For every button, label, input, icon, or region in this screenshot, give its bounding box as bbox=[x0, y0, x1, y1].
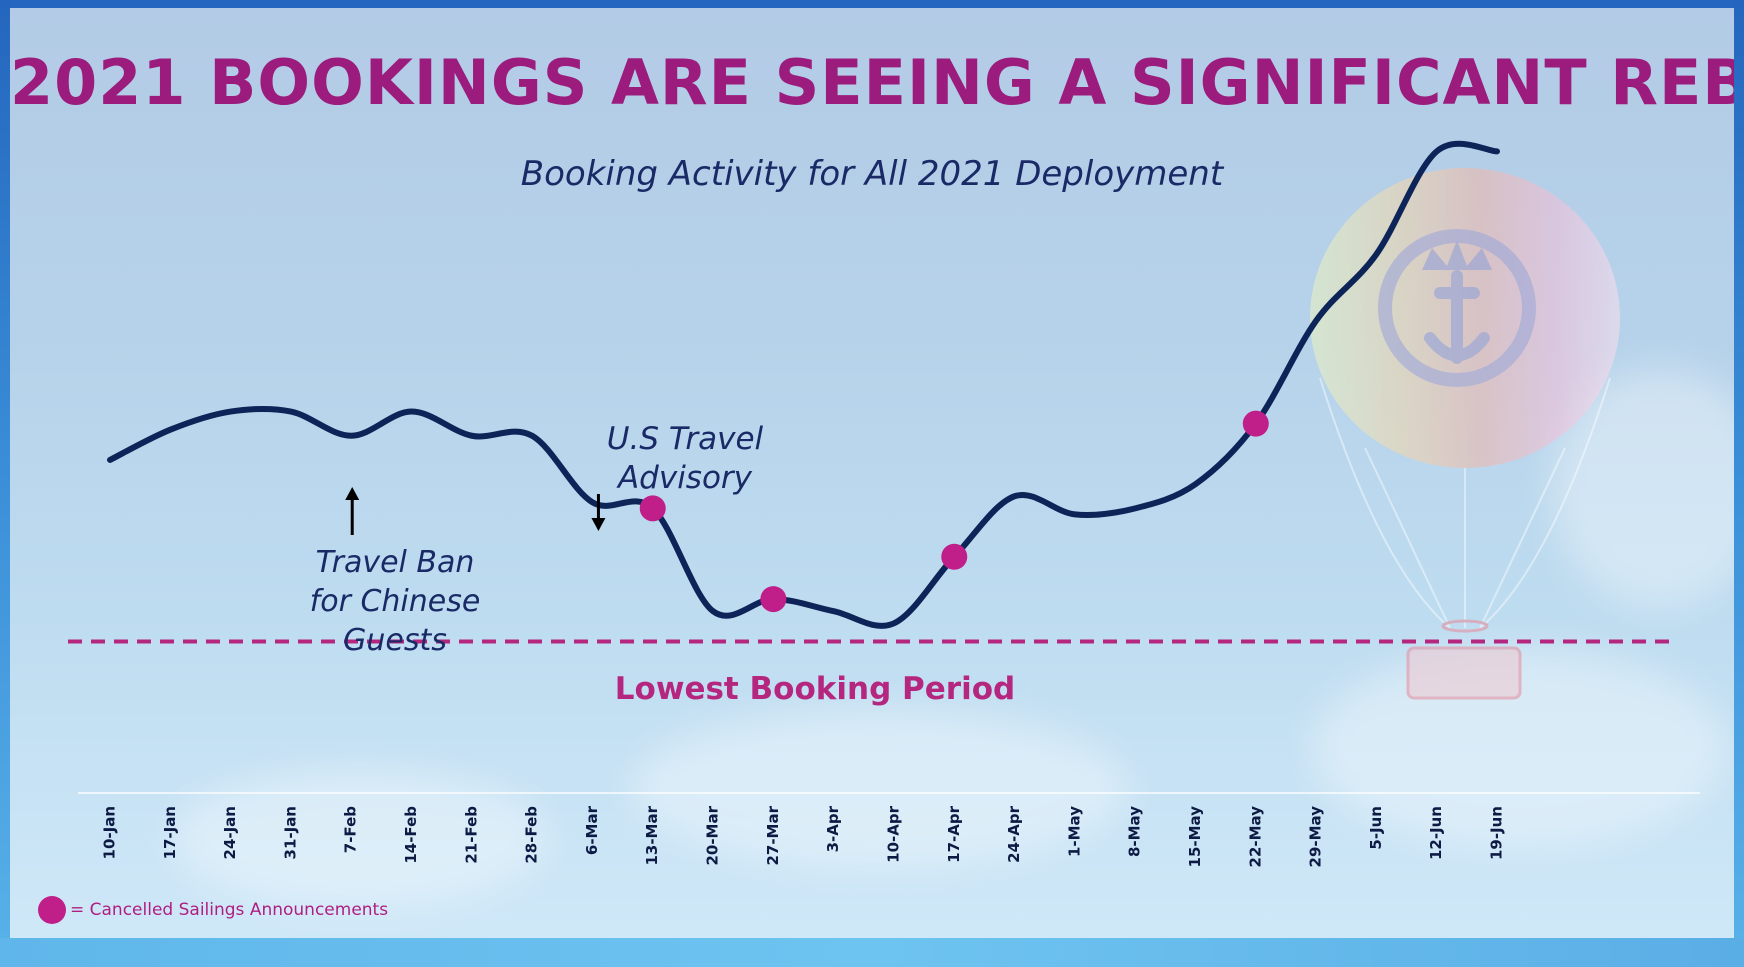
us-travel-advisory-annotation: U.S Travel Advisory bbox=[570, 420, 800, 498]
x-tick-label: 24-Apr bbox=[1005, 805, 1023, 862]
slide-frame-top bbox=[0, 0, 1744, 8]
slide-frame-left bbox=[0, 0, 10, 967]
slide-frame-bottom bbox=[0, 938, 1744, 967]
down-arrow-head-icon bbox=[591, 518, 606, 531]
annotation-line: Guests bbox=[343, 623, 447, 658]
x-tick-label: 20-Mar bbox=[704, 805, 722, 865]
x-tick-label: 6-Mar bbox=[583, 805, 601, 855]
x-tick-label: 5-Jun bbox=[1367, 806, 1385, 850]
x-tick-label: 31-Jan bbox=[281, 806, 299, 859]
travel-ban-annotation: Travel Ban for Chinese Guests bbox=[280, 543, 510, 660]
cancelled-sailing-marker bbox=[760, 586, 787, 613]
x-tick-label: 27-Mar bbox=[764, 805, 782, 865]
cancelled-sailing-marker bbox=[1242, 410, 1269, 437]
cloud-decoration bbox=[630, 708, 1130, 868]
chart-subtitle: Booking Activity for All 2021 Deployment bbox=[520, 154, 1224, 194]
cloud-decoration bbox=[170, 768, 550, 908]
crown-anchor-logo-icon bbox=[1378, 229, 1536, 387]
x-tick-label: 21-Feb bbox=[462, 806, 480, 864]
booking-activity-line bbox=[107, 140, 1500, 629]
cancelled-sailing-marker bbox=[639, 495, 666, 522]
x-tick-label: 10-Apr bbox=[884, 805, 902, 862]
x-tick-label: 13-Mar bbox=[643, 805, 661, 865]
slide-background: 2021 BOOKINGS ARE SEEING A SIGNIFICANT R… bbox=[10, 8, 1734, 938]
annotation-line: U.S Travel bbox=[606, 421, 764, 457]
chart-legend: = Cancelled Sailings Announcements bbox=[38, 896, 388, 924]
x-tick-label: 10-Jan bbox=[101, 806, 119, 859]
lowest-booking-period-label: Lowest Booking Period bbox=[614, 671, 1016, 707]
x-tick-label: 14-Feb bbox=[402, 806, 420, 864]
up-arrow-head-icon bbox=[345, 487, 360, 500]
x-tick-label: 12-Jun bbox=[1427, 806, 1445, 860]
x-tick-label: 17-Apr bbox=[945, 805, 963, 862]
x-tick-label: 28-Feb bbox=[523, 806, 541, 864]
x-tick-label: 29-May bbox=[1307, 806, 1325, 868]
x-tick-label: 15-May bbox=[1186, 806, 1204, 868]
page-title: 2021 BOOKINGS ARE SEEING A SIGNIFICANT R… bbox=[10, 46, 1734, 119]
x-tick-label: 3-Apr bbox=[824, 805, 842, 852]
booking-activity-chart: 10-Jan 17-Jan 24-Jan 31-Jan 7-Feb 14-Feb 21-Fe… bbox=[68, 140, 1700, 868]
x-tick-label: 24-Jan bbox=[221, 806, 239, 859]
annotation-line: Travel Ban bbox=[315, 545, 475, 580]
x-tick-label: 17-Jan bbox=[161, 806, 179, 859]
x-tick-label: 19-Jun bbox=[1488, 806, 1506, 860]
x-tick-label: 22-May bbox=[1246, 806, 1264, 868]
legend-label: = Cancelled Sailings Announcements bbox=[70, 900, 389, 920]
x-tick-label: 1-May bbox=[1065, 806, 1083, 857]
annotation-line: Advisory bbox=[617, 460, 753, 496]
slide-frame-right bbox=[1734, 0, 1744, 967]
x-tick-label: 8-May bbox=[1126, 806, 1144, 857]
filled-circle-icon bbox=[38, 896, 66, 924]
cancelled-sailing-marker bbox=[941, 543, 968, 570]
annotation-line: for Chinese bbox=[309, 584, 481, 619]
x-tick-label: 7-Feb bbox=[342, 806, 360, 853]
hot-air-balloon-illustration bbox=[1310, 168, 1620, 700]
